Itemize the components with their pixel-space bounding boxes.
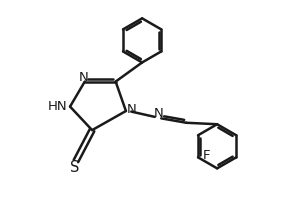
Text: S: S (70, 160, 79, 175)
Text: N: N (127, 103, 137, 116)
Text: N: N (78, 71, 88, 84)
Text: HN: HN (48, 100, 67, 113)
Text: F: F (202, 149, 210, 162)
Text: N: N (154, 107, 164, 120)
